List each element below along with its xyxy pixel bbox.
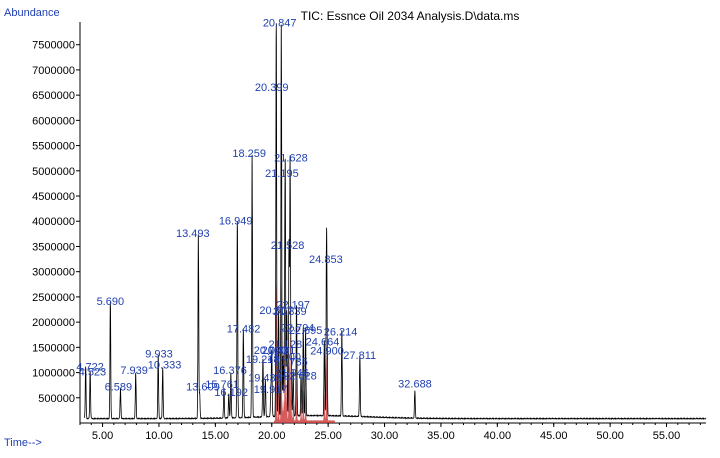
chart-title: TIC: Essnce Oil 2034 Analysis.D\data.ms <box>301 9 520 23</box>
x-tick-label: 20.00 <box>258 430 286 442</box>
tic-line <box>84 23 707 421</box>
y-tick-label: 500000 <box>38 393 75 405</box>
peak-label: 16.949 <box>219 215 253 227</box>
y-tick-label: 5000000 <box>32 166 75 178</box>
peak-label: 19.433 <box>248 373 282 385</box>
peak-label: 15.761 <box>205 379 239 391</box>
peak-label: 32.688 <box>398 379 432 391</box>
peak-label: 21.528 <box>271 240 305 252</box>
peak-label: 13.493 <box>176 228 210 240</box>
peak-label: 4.523 <box>79 367 107 379</box>
y-tick-label: 7500000 <box>32 40 75 52</box>
peak-label: 20.607 <box>259 305 293 317</box>
y-tick-label: 2000000 <box>32 317 75 329</box>
peak-label: 22.695 <box>289 325 323 337</box>
y-tick-label: 1500000 <box>32 342 75 354</box>
tic-trace <box>84 23 707 423</box>
y-tick-label: 5500000 <box>32 141 75 153</box>
x-axis-label: Time--> <box>4 437 42 449</box>
peak-label: 21.628 <box>274 153 308 165</box>
peak-label: 21.128 <box>268 339 302 351</box>
peak-label: 7.939 <box>120 365 148 377</box>
x-tick-label: 5.00 <box>92 430 113 442</box>
peak-label: 27.811 <box>343 350 376 362</box>
x-tick-label: 15.00 <box>202 430 230 442</box>
integrated-area <box>274 283 335 423</box>
peak-label: 18.259 <box>232 148 266 160</box>
peak-label: 20.401 <box>262 345 296 357</box>
x-tick-label: 45.00 <box>540 430 568 442</box>
peak-label: 22.794 <box>281 323 315 335</box>
peak-label: 4.722 <box>76 362 104 374</box>
peak-label: 9.933 <box>145 348 173 360</box>
y-tick-label: 1000000 <box>32 368 75 380</box>
peak-label: 16.376 <box>213 365 247 377</box>
peak-label: 20.000 <box>254 345 288 357</box>
y-axis-label: Abundance <box>4 7 60 19</box>
peak-label: 24.664 <box>306 336 340 348</box>
peak-label: 22.197 <box>276 300 310 312</box>
x-tick-label: 10.00 <box>145 430 173 442</box>
peak-label: 21.946 <box>275 368 309 380</box>
peak-label: 10.333 <box>148 360 182 372</box>
peak-label: 22.628 <box>283 371 317 383</box>
axis-ticks: 500000 1000000 1500000 2000000 2500000 300000… <box>32 40 701 442</box>
peak-label: 20.399 <box>255 82 289 94</box>
peak-label: 16.192 <box>214 387 248 399</box>
peak-label: 21.000 <box>267 351 301 363</box>
peak-label: 20.847 <box>263 18 297 30</box>
peak-label: 26.214 <box>324 326 358 338</box>
y-tick-label: 7000000 <box>32 65 75 77</box>
x-tick-label: 55.00 <box>653 430 681 442</box>
y-tick-label: 4000000 <box>32 216 75 228</box>
x-tick-label: 25.00 <box>314 430 342 442</box>
y-tick-label: 6500000 <box>32 90 75 102</box>
axes <box>79 22 706 424</box>
y-tick-label: 2500000 <box>32 292 75 304</box>
peak-label: 24.900 <box>310 345 344 357</box>
y-tick-label: 4500000 <box>32 191 75 203</box>
x-tick-label: 30.00 <box>371 430 399 442</box>
x-tick-label: 35.00 <box>427 430 455 442</box>
x-tick-label: 40.00 <box>484 430 512 442</box>
peak-label: 6.589 <box>105 382 133 394</box>
peak-label: 19.218 <box>246 354 280 366</box>
peak-label: 21.735 <box>274 357 308 369</box>
peak-label: 24.853 <box>309 254 343 266</box>
y-tick-label: 6000000 <box>32 115 75 127</box>
peak-label: 21.339 <box>273 306 307 318</box>
peak-label: 19.917 <box>254 384 288 396</box>
peak-label: 21.195 <box>265 168 299 180</box>
x-tick-label: 50.00 <box>596 430 624 442</box>
y-tick-label: 3500000 <box>32 241 75 253</box>
peak-label: 13.609 <box>186 382 220 394</box>
y-tick-label: 3000000 <box>32 267 75 279</box>
peak-label: 5.690 <box>97 296 125 308</box>
peak-label: 17.482 <box>227 324 261 336</box>
